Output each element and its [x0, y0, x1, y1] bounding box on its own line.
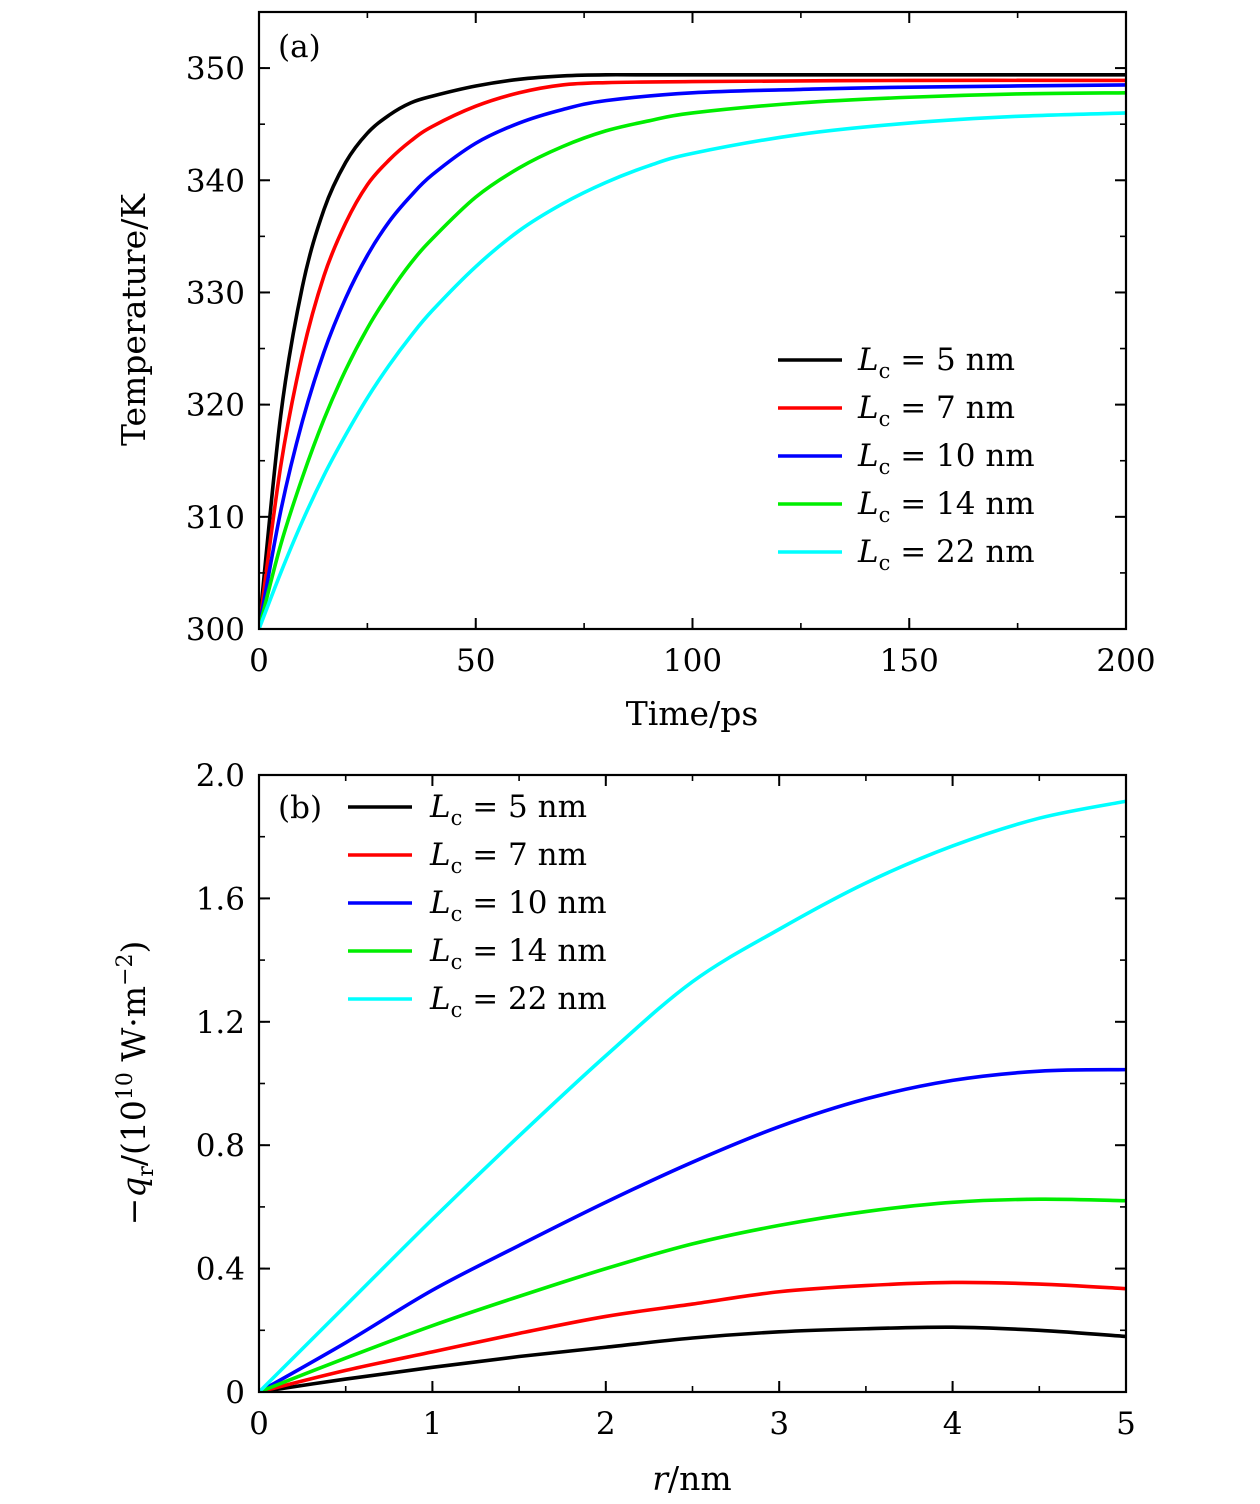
legend-label-2: Lc = 7 nm — [429, 837, 587, 878]
legend-label-1: Lc = 5 nm — [429, 789, 587, 830]
x-tick-label: 0 — [249, 643, 269, 679]
y-tick-label: 1.6 — [196, 881, 245, 917]
y-axis-label: Temperature/K — [114, 193, 153, 446]
x-tick-label: 100 — [663, 643, 722, 679]
series-line-4 — [259, 90, 1126, 629]
x-tick-label: 0 — [249, 1406, 269, 1442]
legend-label-4: Lc = 14 nm — [857, 486, 1035, 527]
legend: Lc = 5 nm Lc = 7 nm Lc = 10 nm Lc = 14 nm Lc… — [348, 789, 607, 1022]
y-tick-label: 1.2 — [196, 1005, 245, 1041]
y-tick-label: 2.0 — [196, 758, 245, 794]
legend-label-4: Lc = 14 nm — [429, 933, 607, 974]
panel-label: (a) — [278, 29, 321, 65]
series-line-2 — [259, 78, 1126, 629]
y-tick-label: 300 — [186, 612, 245, 648]
x-tick-label: 1 — [423, 1406, 443, 1442]
series-line-1 — [259, 72, 1126, 629]
x-tick-label: 4 — [943, 1406, 963, 1442]
legend-label-3: Lc = 10 nm — [429, 885, 607, 926]
x-axis-label: Time/ps — [626, 694, 759, 733]
x-tick-label: 150 — [880, 643, 939, 679]
y-axis-label: −qr/(1010 W·m−2) — [113, 941, 159, 1226]
series-line-3 — [259, 83, 1126, 629]
y-tick-label: 310 — [186, 500, 245, 536]
legend-label-2: Lc = 7 nm — [857, 390, 1015, 431]
series-line-5 — [259, 799, 1126, 1392]
legend-label-5: Lc = 22 nm — [429, 981, 607, 1022]
y-tick-label: 340 — [186, 163, 245, 199]
y-tick-label: 320 — [186, 388, 245, 424]
legend-label-1: Lc = 5 nm — [857, 342, 1015, 383]
axes-frame — [257, 773, 1128, 1394]
y-tick-label: 0.4 — [196, 1252, 245, 1288]
x-tick-label: 50 — [456, 643, 495, 679]
series-line-5 — [259, 111, 1126, 629]
x-tick-label: 2 — [596, 1406, 616, 1442]
series-line-2 — [259, 1280, 1126, 1392]
series-line-3 — [259, 1067, 1126, 1392]
legend-label-3: Lc = 10 nm — [857, 438, 1035, 479]
x-tick-label: 3 — [769, 1406, 789, 1442]
series-line-1 — [259, 1325, 1126, 1392]
y-tick-label: 0 — [225, 1375, 245, 1411]
series-line-4 — [259, 1197, 1126, 1392]
chart-panel-a: 0 50 100 150 200 300 310 320 330 340 350 (a) Time/ps… — [114, 10, 1156, 733]
chart-panel-b: 0 1 2 3 4 5 0 0.4 0.8 1.2 1.6 2.0 (b) r/nm −qr/(1010 W… — [113, 758, 1136, 1498]
x-axis-label: r/nm — [652, 1459, 731, 1498]
panel-label: (b) — [278, 790, 322, 826]
legend-label-5: Lc = 22 nm — [857, 534, 1035, 575]
x-tick-label: 5 — [1116, 1406, 1136, 1442]
y-tick-label: 0.8 — [196, 1128, 245, 1164]
y-tick-label: 350 — [186, 51, 245, 87]
y-tick-label: 330 — [186, 275, 245, 311]
legend: Lc = 5 nm Lc = 7 nm Lc = 10 nm Lc = 14 nm Lc… — [778, 342, 1035, 575]
x-tick-label: 200 — [1096, 643, 1155, 679]
